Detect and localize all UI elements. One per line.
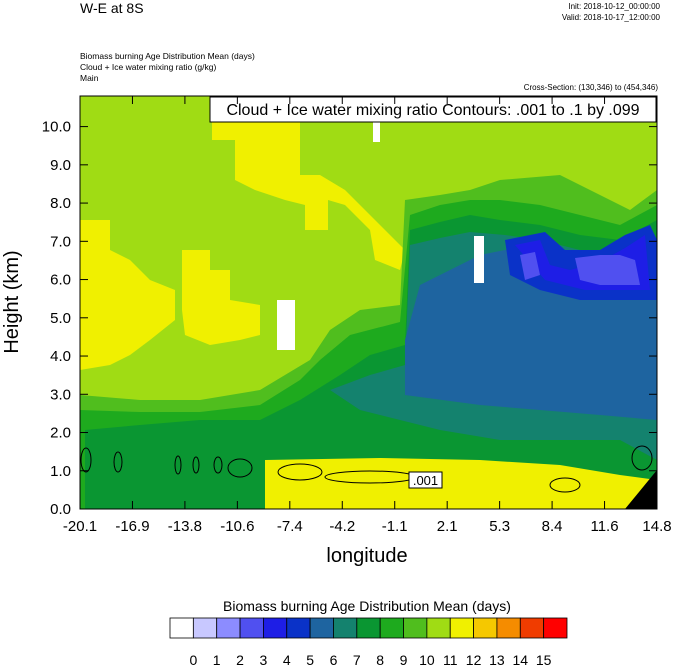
- colorbar-swatch: [449, 617, 474, 639]
- colorbar-swatch: [286, 617, 311, 639]
- y-tick-label: 6.0: [50, 272, 71, 289]
- x-tick-label: -20.1: [63, 518, 97, 535]
- field-band-12-left: [80, 220, 175, 370]
- cloud-contour: [113, 451, 123, 473]
- cloud-contour: [227, 458, 253, 478]
- cloud-contour: [213, 456, 223, 474]
- colorbar-label: 11: [443, 652, 458, 667]
- colorbar-label: 13: [489, 652, 505, 667]
- y-tick-label: 3.0: [50, 386, 71, 403]
- cloud-contour: [80, 447, 92, 473]
- colorbar-label: 2: [236, 652, 244, 667]
- x-tick-label: -16.9: [115, 518, 149, 535]
- colorbar-swatch: [356, 617, 381, 639]
- field-band-12-upper: [182, 96, 405, 270]
- plot-frame: [79, 95, 658, 510]
- x-tick-label: 2.1: [437, 518, 458, 535]
- y-axis-label: Height (km): [1, 250, 23, 353]
- field-description-contour: Cloud + Ice water mixing ratio (g/kg): [80, 62, 217, 72]
- colorbar-label: 7: [353, 652, 361, 667]
- x-tick-label: 11.6: [590, 518, 618, 535]
- y-tick-label: 9.0: [50, 157, 71, 174]
- field-description-domain: Main: [80, 73, 99, 83]
- cloud-contour: [174, 455, 182, 475]
- colorbar-label: 15: [536, 652, 552, 667]
- age-distribution-field: [80, 96, 657, 509]
- field-band-12-mid: [182, 250, 260, 345]
- colorbar-label: 12: [466, 652, 482, 667]
- cloud-contour: [192, 456, 200, 474]
- y-tick-label: 8.0: [50, 195, 71, 212]
- colorbar-swatch: [379, 617, 404, 639]
- colorbar-swatch: [239, 617, 264, 639]
- x-tick-label: -7.4: [277, 518, 303, 535]
- colorbar-label: 8: [376, 652, 384, 667]
- x-tick-label: -10.6: [220, 518, 254, 535]
- init-time: Init: 2018-10-12_00:00:00: [568, 2, 660, 11]
- y-tick-label: 2.0: [50, 425, 71, 442]
- contour-title: Cloud + Ice water mixing ratio Contours:…: [226, 102, 639, 119]
- contour-label: .001: [413, 473, 438, 488]
- x-tick-label: -4.2: [329, 518, 355, 535]
- y-tick-label: 7.0: [50, 233, 71, 250]
- colorbar-label: 3: [260, 652, 268, 667]
- x-tick-label: -13.8: [168, 518, 202, 535]
- field-band-3: [520, 252, 640, 285]
- colorbar-swatch: [403, 617, 428, 639]
- x-tick-label: 8.4: [542, 518, 563, 535]
- colorbar-swatch: [216, 617, 241, 639]
- x-axis: -20.1 -16.9 -13.8 -10.6 -7.4 -4.2 -1.1 2.1 5.3 8.…: [63, 96, 672, 535]
- colorbar-label: 1: [213, 652, 221, 667]
- y-tick-label: 10.0: [42, 119, 71, 136]
- colorbar-label: 0: [189, 652, 197, 667]
- colorbar: 0 1 2 3 4 5 6 7 8 9 10 11 12 13 14 15: [169, 617, 568, 667]
- contour-label-box: [408, 471, 443, 489]
- colorbar-label: 4: [283, 652, 291, 667]
- colorbar-swatch: [309, 617, 334, 639]
- colorbar-swatch: [473, 617, 498, 639]
- colorbar-swatch: [333, 617, 358, 639]
- cross-section-label: Cross-Section: (130,346) to (454,346): [523, 83, 658, 92]
- contour-title-box: [209, 96, 657, 123]
- valid-time: Valid: 2018-10-17_12:00:00: [561, 13, 660, 22]
- colorbar-swatch: [496, 617, 521, 639]
- field-missing-1: [277, 300, 295, 350]
- y-tick-label: 4.0: [50, 348, 71, 365]
- cloud-contour: [549, 477, 581, 493]
- colorbar-swatch: [192, 617, 218, 639]
- cloud-contour: [631, 445, 653, 471]
- page-title: W-E at 8S: [80, 0, 144, 16]
- x-tick-label: -1.1: [382, 518, 408, 535]
- colorbar-label: 9: [400, 652, 408, 667]
- colorbar-swatch: [519, 617, 545, 639]
- x-axis-label: longitude: [326, 545, 407, 567]
- colorbar-label: 14: [513, 652, 529, 667]
- colorbar-label: 5: [306, 652, 314, 667]
- field-missing-3: [373, 122, 380, 142]
- colorbar-label: 10: [419, 652, 435, 667]
- colorbar-title: Biomass burning Age Distribution Mean (d…: [223, 598, 511, 614]
- colorbar-swatch: [263, 617, 288, 639]
- colorbar-swatch: [426, 617, 451, 639]
- colorbar-swatch: [543, 617, 568, 639]
- y-tick-label: 0.0: [50, 501, 71, 518]
- x-tick-label: 5.3: [489, 518, 510, 535]
- colorbar-label: 6: [330, 652, 338, 667]
- colorbar-swatch: [169, 617, 194, 639]
- field-missing-2: [474, 236, 484, 283]
- terrain: [625, 470, 657, 509]
- x-tick-label: 14.8: [642, 518, 671, 535]
- y-axis: 0.0 1.0 2.0 3.0 4.0 5.0 6.0 7.0 8.0 9.0 10.0: [42, 119, 657, 518]
- field-description-shaded: Biomass burning Age Distribution Mean (d…: [80, 51, 255, 61]
- y-tick-label: 1.0: [50, 463, 71, 480]
- y-tick-label: 5.0: [50, 310, 71, 327]
- cloud-contour: [277, 463, 323, 481]
